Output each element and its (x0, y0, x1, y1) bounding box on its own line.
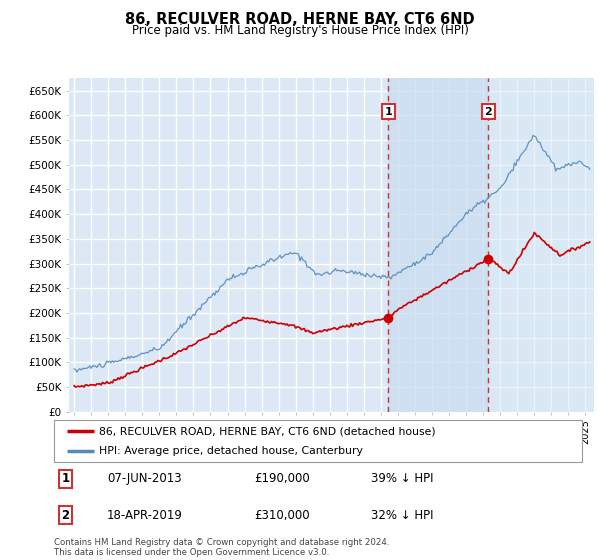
Text: 1: 1 (62, 473, 70, 486)
Bar (488, 78, 594, 412)
Text: £310,000: £310,000 (254, 508, 310, 521)
Text: 2: 2 (484, 107, 492, 116)
Text: 32% ↓ HPI: 32% ↓ HPI (371, 508, 433, 521)
Text: 86, RECULVER ROAD, HERNE BAY, CT6 6ND (detached house): 86, RECULVER ROAD, HERNE BAY, CT6 6ND (d… (99, 426, 436, 436)
Text: 18-APR-2019: 18-APR-2019 (107, 508, 182, 521)
Text: HPI: Average price, detached house, Canterbury: HPI: Average price, detached house, Cant… (99, 446, 363, 456)
Text: Price paid vs. HM Land Registry's House Price Index (HPI): Price paid vs. HM Land Registry's House … (131, 24, 469, 36)
Text: 86, RECULVER ROAD, HERNE BAY, CT6 6ND: 86, RECULVER ROAD, HERNE BAY, CT6 6ND (125, 12, 475, 27)
Text: 39% ↓ HPI: 39% ↓ HPI (371, 473, 433, 486)
FancyBboxPatch shape (54, 420, 582, 462)
Text: 2: 2 (62, 508, 70, 521)
Text: Contains HM Land Registry data © Crown copyright and database right 2024.
This d: Contains HM Land Registry data © Crown c… (54, 538, 389, 557)
Text: £190,000: £190,000 (254, 473, 310, 486)
Text: 1: 1 (385, 107, 392, 116)
Bar (388, 78, 488, 412)
Text: 07-JUN-2013: 07-JUN-2013 (107, 473, 181, 486)
